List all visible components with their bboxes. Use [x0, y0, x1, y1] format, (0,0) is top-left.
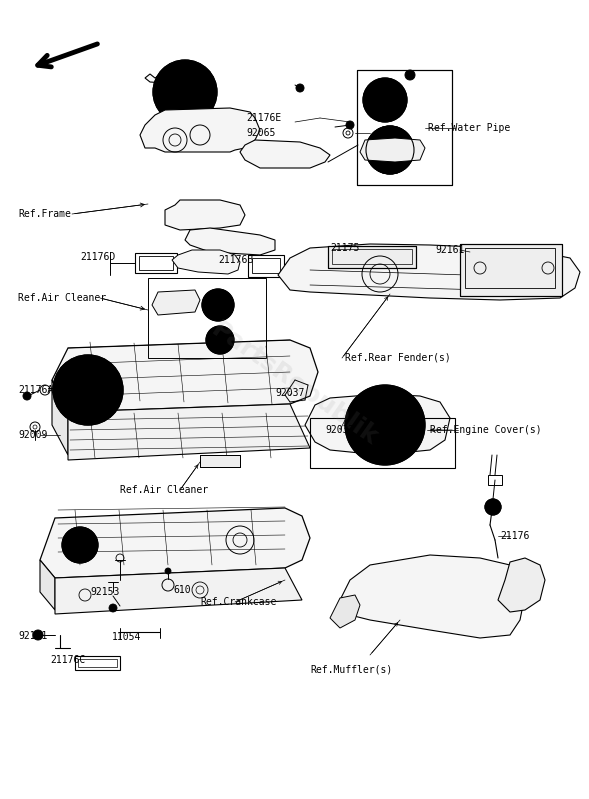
Bar [148, 278, 266, 358]
Bar [460, 244, 562, 296]
Bar [332, 249, 412, 264]
Polygon shape [165, 200, 245, 230]
Text: 92153: 92153 [90, 587, 120, 597]
Circle shape [405, 70, 415, 80]
Text: Ref.Air Cleaner: Ref.Air Cleaner [18, 293, 106, 303]
Text: Ref.Frame: Ref.Frame [18, 209, 71, 219]
Text: 21176A: 21176A [18, 385, 53, 395]
Polygon shape [145, 66, 210, 87]
Text: 610: 610 [173, 585, 191, 595]
Polygon shape [305, 394, 450, 455]
Text: 92037: 92037 [325, 425, 355, 435]
Text: 21176: 21176 [500, 531, 530, 541]
Text: Ref.Water Pipe: Ref.Water Pipe [428, 123, 510, 133]
Circle shape [485, 499, 501, 515]
Bar [200, 455, 240, 467]
Text: 21176D: 21176D [80, 252, 115, 262]
Bar [488, 475, 502, 485]
Bar [357, 70, 452, 185]
Text: 92065: 92065 [246, 128, 276, 138]
Polygon shape [140, 108, 260, 152]
Bar [75, 656, 120, 670]
Text: PartsRepublik: PartsRepublik [207, 317, 382, 450]
Circle shape [23, 392, 31, 400]
Bar [248, 255, 284, 277]
Bar [78, 659, 117, 667]
Text: 92037: 92037 [275, 388, 305, 398]
Polygon shape [172, 250, 240, 274]
Bar [357, 70, 452, 185]
Polygon shape [52, 340, 318, 412]
Text: 11054: 11054 [112, 632, 141, 642]
Bar [465, 248, 555, 288]
Polygon shape [360, 138, 425, 162]
Text: 92151: 92151 [18, 631, 47, 641]
Bar [328, 246, 416, 268]
Text: 92009: 92009 [18, 430, 47, 440]
Circle shape [346, 121, 354, 129]
Bar [135, 253, 177, 273]
Polygon shape [340, 555, 525, 638]
Text: 21175: 21175 [330, 243, 359, 253]
Polygon shape [240, 140, 330, 168]
Text: 92161: 92161 [435, 245, 464, 255]
Bar [252, 258, 280, 273]
Text: Ref.Muffler(s): Ref.Muffler(s) [310, 665, 392, 675]
Text: 21176C: 21176C [50, 655, 85, 665]
Bar [328, 246, 416, 268]
Bar [310, 418, 455, 468]
Text: Ref.Engine Cover(s): Ref.Engine Cover(s) [430, 425, 542, 435]
Polygon shape [185, 228, 275, 255]
Circle shape [153, 60, 217, 124]
Polygon shape [498, 558, 545, 612]
Circle shape [345, 385, 425, 465]
Circle shape [206, 326, 234, 354]
Polygon shape [52, 380, 68, 455]
Polygon shape [330, 595, 360, 628]
Circle shape [109, 604, 117, 612]
Text: 21176E: 21176E [246, 113, 282, 123]
Circle shape [33, 630, 43, 640]
Circle shape [62, 527, 98, 563]
Circle shape [202, 289, 234, 321]
Polygon shape [55, 568, 302, 614]
Polygon shape [40, 560, 55, 610]
Text: Ref.Air Cleaner: Ref.Air Cleaner [120, 485, 208, 495]
Polygon shape [152, 290, 200, 315]
Circle shape [296, 84, 304, 92]
Text: Ref.Crankcase: Ref.Crankcase [200, 597, 276, 607]
Bar [200, 455, 240, 467]
Polygon shape [278, 244, 580, 300]
Circle shape [363, 78, 407, 122]
Circle shape [366, 126, 414, 174]
Polygon shape [40, 508, 310, 578]
Circle shape [53, 355, 123, 425]
Bar [460, 244, 562, 296]
Polygon shape [68, 404, 310, 460]
Text: Ref.Rear Fender(s): Ref.Rear Fender(s) [345, 353, 451, 363]
Bar [139, 256, 173, 270]
Circle shape [165, 568, 171, 574]
Text: 21176B: 21176B [218, 255, 253, 265]
